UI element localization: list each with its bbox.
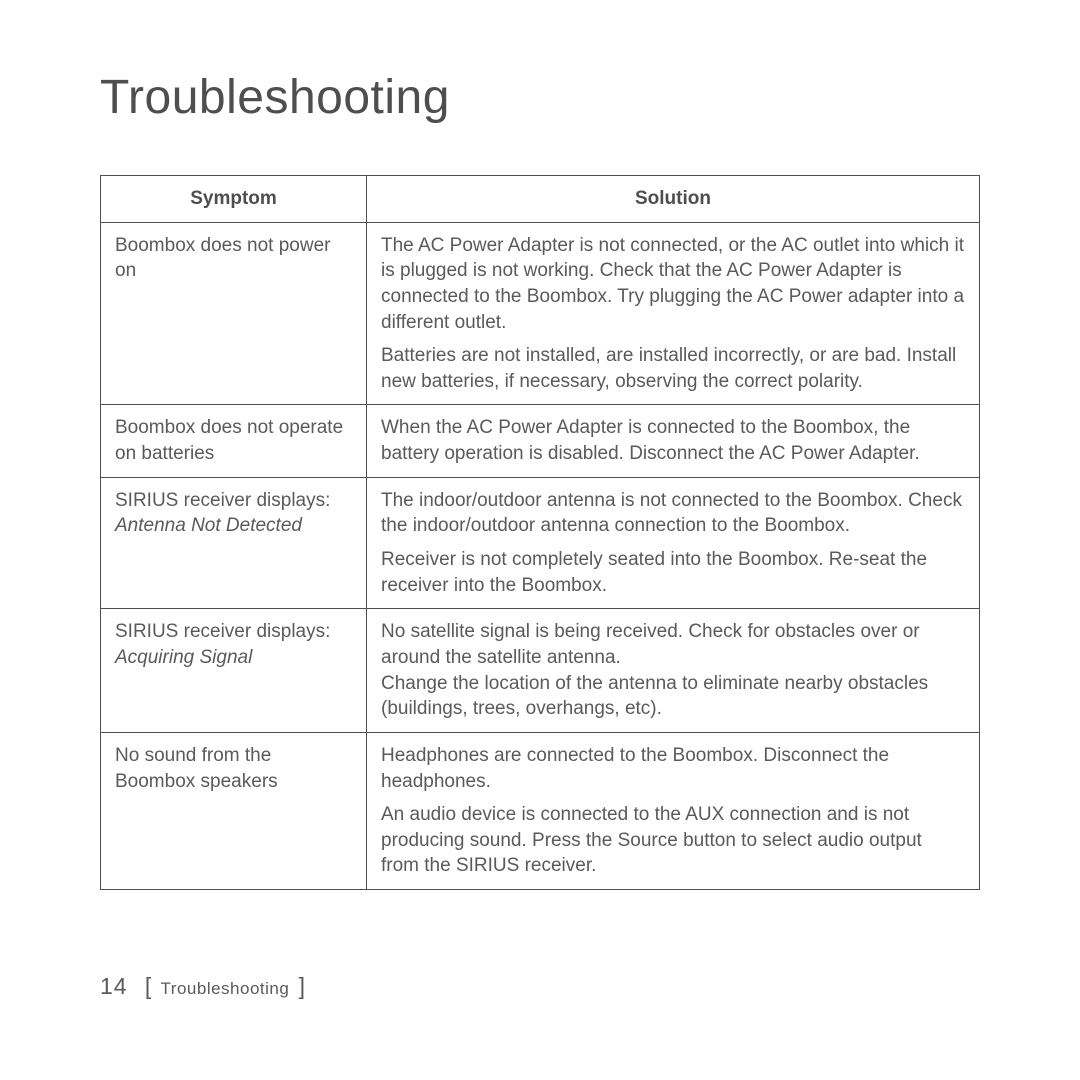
symptom-italic: Acquiring Signal — [115, 647, 252, 668]
symptom-cell: Boombox does not operate on batteries — [101, 405, 367, 477]
solution-paragraph: Headphones are connected to the Boombox.… — [381, 743, 965, 794]
bracket-close: ] — [299, 973, 305, 999]
table-row: Boombox does not operate on batteries Whe… — [101, 405, 980, 477]
solution-cell: The indoor/outdoor antenna is not connec… — [367, 477, 980, 609]
solution-paragraph: No satellite signal is being received. C… — [381, 619, 965, 722]
table-row: Boombox does not power on The AC Power Ad… — [101, 222, 980, 405]
symptom-text: No sound from the Boombox speakers — [115, 745, 278, 792]
solution-cell: No satellite signal is being received. C… — [367, 609, 980, 733]
symptom-cell: SIRIUS receiver displays: Antenna Not De… — [101, 477, 367, 609]
troubleshooting-table: Symptom Solution Boombox does not power … — [100, 175, 980, 890]
symptom-italic: Antenna Not Detected — [115, 515, 302, 536]
page: Troubleshooting Symptom Solution Boombox… — [0, 0, 1080, 1080]
symptom-text: Boombox does not power on — [115, 235, 330, 282]
bracket-open: [ — [145, 973, 151, 999]
table-header-row: Symptom Solution — [101, 176, 980, 223]
col-header-symptom: Symptom — [101, 176, 367, 223]
table-row: SIRIUS receiver displays: Antenna Not De… — [101, 477, 980, 609]
solution-paragraph: Receiver is not completely seated into t… — [381, 547, 965, 598]
page-footer: 14 [ Troubleshooting ] — [100, 973, 309, 1000]
page-title: Troubleshooting — [100, 70, 980, 125]
table-row: SIRIUS receiver displays: Acquiring Sign… — [101, 609, 980, 733]
solution-paragraph: Batteries are not installed, are install… — [381, 343, 965, 394]
symptom-text: Boombox does not operate on batteries — [115, 417, 343, 464]
solution-cell: When the AC Power Adapter is connected t… — [367, 405, 980, 477]
page-number: 14 — [100, 973, 128, 999]
table-row: No sound from the Boombox speakers Headph… — [101, 732, 980, 889]
solution-paragraph: When the AC Power Adapter is connected t… — [381, 415, 965, 466]
symptom-text: SIRIUS receiver displays: — [115, 621, 330, 642]
col-header-solution: Solution — [367, 176, 980, 223]
solution-paragraph: An audio device is connected to the AUX … — [381, 802, 965, 879]
footer-section-label: Troubleshooting — [161, 979, 290, 998]
symptom-cell: SIRIUS receiver displays: Acquiring Sign… — [101, 609, 367, 733]
symptom-cell: Boombox does not power on — [101, 222, 367, 405]
symptom-cell: No sound from the Boombox speakers — [101, 732, 367, 889]
solution-paragraph: The AC Power Adapter is not connected, o… — [381, 233, 965, 336]
table-body: Boombox does not power on The AC Power Ad… — [101, 222, 980, 889]
solution-paragraph: The indoor/outdoor antenna is not connec… — [381, 488, 965, 539]
solution-cell: The AC Power Adapter is not connected, o… — [367, 222, 980, 405]
solution-cell: Headphones are connected to the Boombox.… — [367, 732, 980, 889]
symptom-text: SIRIUS receiver displays: — [115, 490, 330, 511]
